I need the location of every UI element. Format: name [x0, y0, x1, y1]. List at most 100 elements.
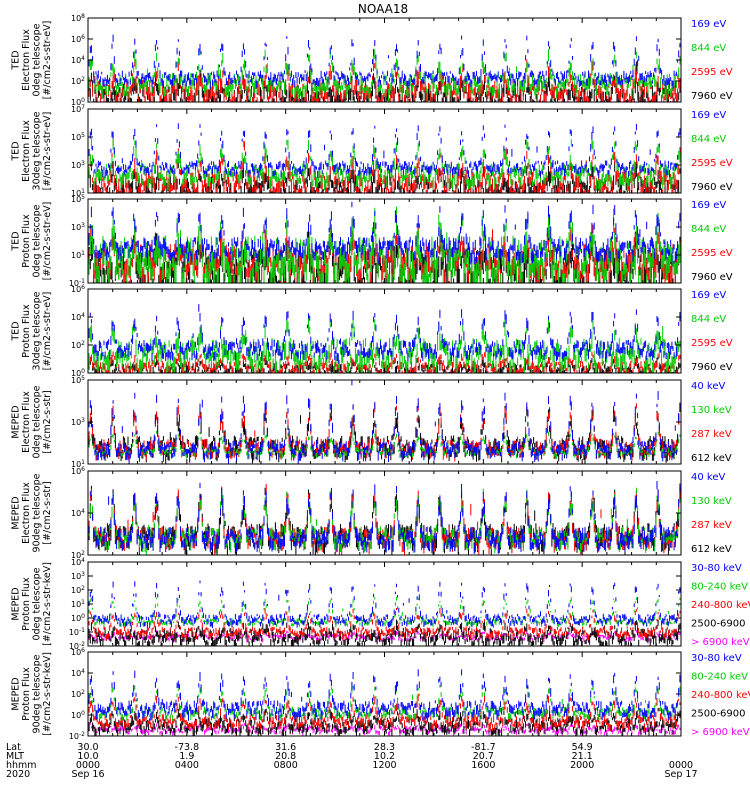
legend-entry: 169 eV	[691, 110, 726, 121]
legend-entry: 40 keV	[691, 381, 725, 392]
y-tick-label: 104	[71, 668, 85, 678]
x-row-label: hhmm	[6, 760, 37, 771]
y-axis-label: TED Electron Flux 30deg telescope [#/cm2-s-…	[10, 111, 53, 190]
y-tick-label: 105	[71, 132, 85, 142]
x-tick-label-time: 0000	[669, 760, 693, 771]
y-tick-label: 10-1	[69, 627, 85, 637]
y-tick-label: 105	[71, 375, 85, 385]
x-tick-label-lat: 31.6	[275, 742, 296, 753]
y-tick-label: 104	[71, 312, 85, 322]
x-tick-label-lat: 28.3	[374, 742, 395, 753]
x-tick-label-time: 1200	[372, 760, 396, 771]
y-axis-label-line: Proton Flux	[21, 577, 32, 631]
legend-entry: > 6900 keV	[691, 727, 750, 738]
y-axis-label-line: [#/cm2-s-str-eV]	[42, 112, 53, 191]
y-axis-label: MEPED Electron Flux 0deg telescope [#/cm2-s…	[10, 385, 53, 458]
x-row-label: 2020	[6, 769, 30, 780]
x-tick-label-mlt: 10.2	[374, 751, 395, 762]
y-tick-label: 102	[71, 76, 85, 86]
y-axis-label-line: TED	[10, 50, 21, 70]
y-axis-label: TED Electron Flux 0deg telescope [#/cm2-s-s…	[10, 21, 53, 100]
y-axis-label-line: Proton Flux	[21, 667, 32, 721]
legend-entry: 30-80 keV	[691, 563, 742, 574]
y-tick-label: 101	[71, 459, 85, 469]
y-axis-label-line: [#/cm2-s-str]	[42, 481, 53, 544]
y-axis-label-line: MEPED	[10, 405, 21, 438]
legend-entry: 169 eV	[691, 290, 726, 301]
y-axis-label-line: Electron Flux	[21, 120, 32, 182]
panel-8: 10-2 100 102 104 106 MEPED Proton Flux 90deg te…	[10, 647, 750, 741]
y-axis-label-line: Proton Flux	[21, 304, 32, 358]
x-tick-label-mlt: 20.8	[275, 751, 296, 762]
x-tick-label-lat: 30.0	[77, 742, 98, 753]
y-tick-label: 10-1	[69, 278, 85, 288]
series-trace-4-3	[87, 317, 682, 373]
y-axis-label-line: 0deg telescope	[31, 23, 42, 96]
legend-entry: 80-240 keV	[691, 672, 748, 683]
legend-entry: 287 keV	[691, 520, 732, 531]
legend-entry: 2500-6900	[691, 619, 746, 630]
y-axis-label-line: TED	[10, 321, 21, 341]
legend-entry: 2595 eV	[691, 248, 733, 259]
y-tick-label: 103	[71, 160, 85, 170]
y-axis-label-line: 30deg telescope	[31, 291, 42, 370]
legend-entry: 7960 eV	[691, 182, 733, 193]
x-tick-label-lat: -73.8	[175, 742, 200, 753]
y-tick-label: 101	[71, 250, 85, 260]
y-tick-label: 103	[71, 222, 85, 232]
y-tick-label: 104	[71, 508, 85, 518]
y-axis-label-line: TED	[10, 141, 21, 161]
y-axis-label: MEPED Proton Flux 90deg telescope [#/cm2-s-…	[10, 652, 53, 736]
y-tick-label: 108	[71, 13, 85, 23]
y-tick-label: 100	[71, 368, 85, 378]
legend-entry: 287 keV	[691, 429, 732, 440]
panel-1: 100 102 104 106 108 TED Electron Flux 0deg tele…	[10, 13, 733, 107]
y-axis-label-line: MEPED	[10, 677, 21, 710]
x-tick-label-mlt: 21.1	[572, 751, 593, 762]
legend-entry: 7960 eV	[691, 362, 733, 373]
y-axis-label-line: MEPED	[10, 496, 21, 529]
y-tick-label: 100	[71, 97, 85, 107]
y-tick-label: 10-2	[69, 731, 85, 741]
panel-4: 100 102 104 106 TED Proton Flux 30deg telescop…	[10, 284, 733, 378]
x-tick-label-date: Sep 16	[71, 769, 104, 780]
y-tick-label: 100	[71, 613, 85, 623]
y-tick-label: 10-2	[69, 641, 85, 651]
legend-entry: > 6900 keV	[691, 637, 750, 648]
y-tick-label: 102	[71, 550, 85, 560]
y-axis-label-line: Electron Flux	[21, 391, 32, 453]
legend-entry: 7960 eV	[691, 272, 733, 283]
x-tick-label-time: 1600	[471, 760, 495, 771]
legend-entry: 844 eV	[691, 224, 726, 235]
y-tick-label: 106	[71, 284, 85, 294]
legend-entry: 80-240 keV	[691, 582, 748, 593]
legend-entry: 7960 eV	[691, 91, 733, 102]
y-tick-label: 101	[71, 188, 85, 198]
y-axis-label-line: [#/cm2-s-str]	[42, 390, 53, 453]
y-tick-label: 102	[71, 340, 85, 350]
legend-entry: 612 keV	[691, 453, 732, 464]
legend-entry: 844 eV	[691, 134, 726, 145]
y-axis-label-line: MEPED	[10, 587, 21, 620]
legend-entry: 169 eV	[691, 200, 726, 211]
x-tick-label-time: 0800	[274, 760, 298, 771]
legend-entry: 844 eV	[691, 314, 726, 325]
panel-2: 101 103 105 107 TED Electron Flux 30deg telesc…	[10, 104, 733, 198]
legend-entry: 130 keV	[691, 405, 732, 416]
y-tick-label: 103	[71, 571, 85, 581]
y-axis-label-line: [#/cm2-s-str-eV]	[42, 292, 53, 371]
legend-entry: 240-800 keV	[691, 690, 750, 701]
series-trace-3-3	[87, 206, 682, 283]
y-axis-label-line: 30deg telescope	[31, 111, 42, 190]
legend-entry: 612 keV	[691, 544, 732, 555]
y-axis-label-line: 0deg telescope	[31, 204, 42, 277]
y-axis-label: MEPED Electron Flux 90deg telescope [#/cm2-…	[10, 473, 53, 552]
x-tick-label-time: 2000	[570, 760, 594, 771]
legend-entry: 169 eV	[691, 19, 726, 30]
x-row-label: MLT	[6, 751, 24, 762]
y-axis-label-line: 90deg telescope	[31, 473, 42, 552]
y-axis-label-line: 0deg telescope	[31, 567, 42, 640]
